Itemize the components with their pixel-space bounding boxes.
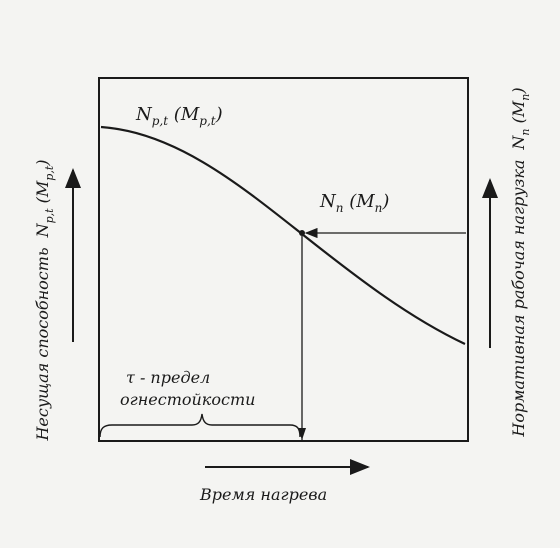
y-right-label: Нормативная рабочая нагрузкаNn (Mn) [509,87,532,437]
fire-limit-label-line2: огнестойкости [120,390,255,409]
x-axis-label: Время нагрева [199,485,327,504]
y-left-label: Несущая способностьNp,t (Mp,t) [33,159,56,441]
load-label: Nn (Mn) [319,191,389,215]
plot-frame [98,77,469,442]
fire-limit-label-line1: τ - предел [126,368,210,387]
intersection-point [299,230,305,236]
fire-limit-brace [99,413,301,438]
curve-label: Np,t (Mp,t) [135,104,223,128]
capacity-curve [100,125,466,345]
